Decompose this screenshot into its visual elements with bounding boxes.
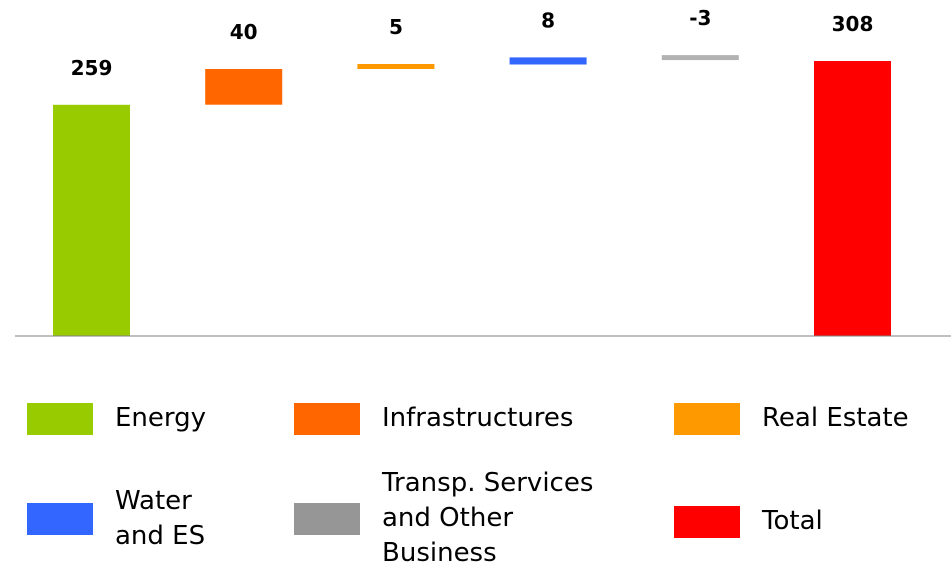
bar-total xyxy=(814,61,891,336)
legend-label-transp-services: Transp. Services and Other Business xyxy=(382,468,594,568)
bar-water-and-es xyxy=(509,57,587,65)
legend-item-real-estate: Real Estate xyxy=(674,401,909,436)
legend-swatch-transp-services xyxy=(294,502,360,535)
legend-swatch-water-es xyxy=(27,503,93,535)
bar-energy xyxy=(53,104,130,337)
value-label-water-and-es: 8 xyxy=(541,8,555,32)
chart-value-labels: 259 40 5 8 -3 308 xyxy=(71,6,874,80)
legend-label-water-es: Water and ES xyxy=(115,486,206,551)
legend-item-energy: Energy xyxy=(27,401,206,436)
legend-item-water-es: Water and ES xyxy=(27,484,205,554)
value-label-energy: 259 xyxy=(71,56,113,80)
legend-swatch-infrastructures xyxy=(294,402,360,435)
value-label-real-estate: 5 xyxy=(389,15,403,39)
legend-swatch-real-estate xyxy=(674,402,740,435)
bar-transp-services-and-other-business xyxy=(661,55,739,61)
legend-label-infrastructures: Infrastructures xyxy=(382,403,574,433)
legend-label-total: Total xyxy=(762,506,823,536)
bar-real-estate xyxy=(357,64,435,69)
legend-item-total: Total xyxy=(674,504,823,539)
chart-bars xyxy=(53,55,891,337)
legend-item-infrastructures: Infrastructures xyxy=(294,401,573,436)
legend-label-real-estate: Real Estate xyxy=(762,403,909,433)
legend-item-transp-services: Transp. Services and Other Business xyxy=(294,466,593,571)
legend-swatch-total xyxy=(674,505,740,538)
waterfall-chart: 259 40 5 8 -3 308 xyxy=(15,6,951,337)
value-label-infrastructures: 40 xyxy=(230,20,258,44)
value-label-transp-services-and-other-business: -3 xyxy=(689,6,711,30)
legend-swatch-energy xyxy=(27,402,93,435)
value-label-total: 308 xyxy=(832,12,874,36)
bar-infrastructures xyxy=(205,69,283,105)
legend-label-energy: Energy xyxy=(115,403,207,433)
